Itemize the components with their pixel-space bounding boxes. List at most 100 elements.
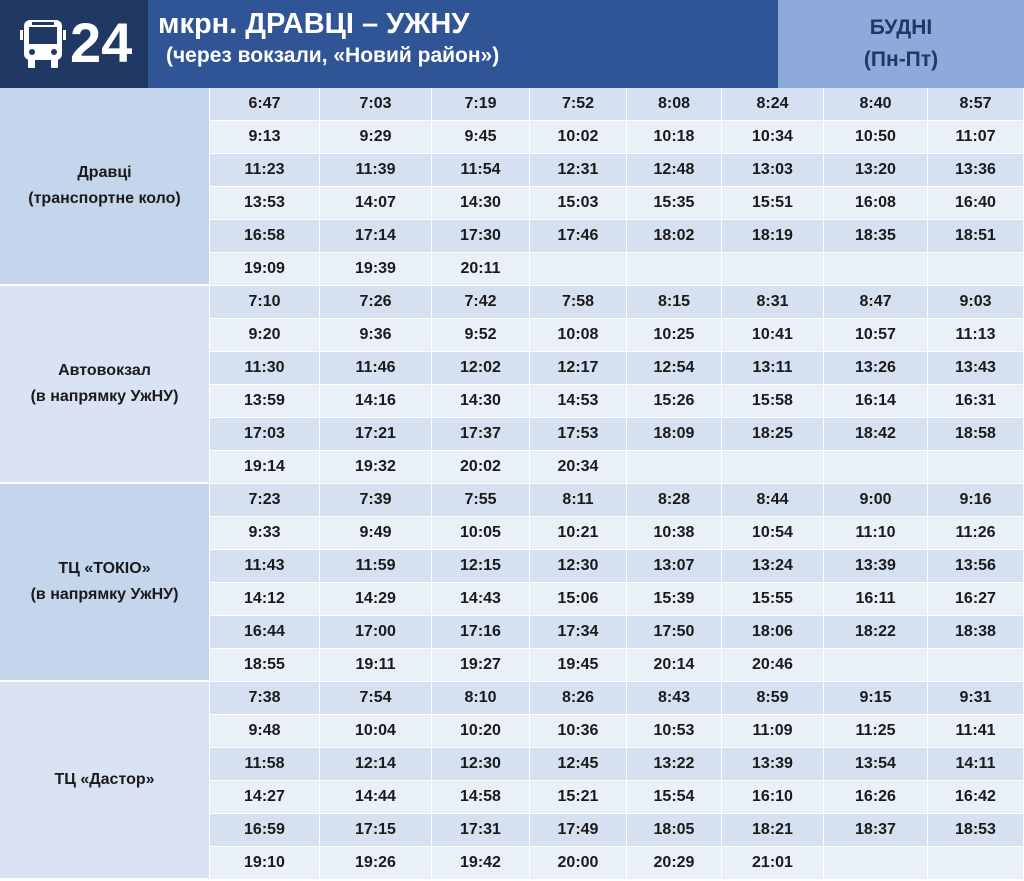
time-cell: 16:27: [928, 583, 1024, 616]
stop-name: ТЦ «Дастор»: [54, 771, 155, 788]
time-cell: 15:58: [722, 385, 824, 418]
time-cell: 17:49: [530, 814, 627, 847]
route-badge: 24: [0, 0, 148, 88]
time-cell: 13:39: [824, 550, 928, 583]
stop-name: ТЦ «ТОКІО»: [58, 560, 151, 577]
time-cell: 10:20: [432, 715, 530, 748]
time-cell: 11:58: [210, 748, 320, 781]
time-cell: 11:30: [210, 352, 320, 385]
time-cell: 7:58: [530, 286, 627, 319]
time-cell: 19:42: [432, 847, 530, 880]
time-cell: 12:31: [530, 154, 627, 187]
time-cell: 10:34: [722, 121, 824, 154]
time-cell: 8:47: [824, 286, 928, 319]
time-cell: 13:56: [928, 550, 1024, 583]
time-cell: 8:43: [627, 682, 722, 715]
time-cell: 12:14: [320, 748, 432, 781]
time-cell: 15:39: [627, 583, 722, 616]
time-cell: 7:26: [320, 286, 432, 319]
time-cell: 18:42: [824, 418, 928, 451]
time-cell: 16:58: [210, 220, 320, 253]
time-cell: 9:00: [824, 484, 928, 517]
time-cell: 9:52: [432, 319, 530, 352]
time-cell: 13:26: [824, 352, 928, 385]
time-cell: 12:45: [530, 748, 627, 781]
time-cell: 19:11: [320, 649, 432, 682]
empty-cell: [824, 451, 928, 484]
stop-name: (транспортне коло): [28, 190, 181, 207]
time-cell: 15:21: [530, 781, 627, 814]
time-cell: 12:17: [530, 352, 627, 385]
time-cell: 11:23: [210, 154, 320, 187]
time-cell: 18:37: [824, 814, 928, 847]
time-cell: 19:26: [320, 847, 432, 880]
time-cell: 12:30: [530, 550, 627, 583]
time-cell: 16:31: [928, 385, 1024, 418]
time-cell: 14:07: [320, 187, 432, 220]
empty-cell: [928, 649, 1024, 682]
time-cell: 14:58: [432, 781, 530, 814]
time-cell: 18:02: [627, 220, 722, 253]
bus-icon: [20, 20, 66, 68]
time-cell: 13:43: [928, 352, 1024, 385]
time-cell: 17:31: [432, 814, 530, 847]
time-cell: 11:43: [210, 550, 320, 583]
time-cell: 21:01: [722, 847, 824, 880]
time-cell: 9:31: [928, 682, 1024, 715]
time-cell: 9:49: [320, 517, 432, 550]
time-cell: 9:13: [210, 121, 320, 154]
time-cell: 13:36: [928, 154, 1024, 187]
time-cell: 19:10: [210, 847, 320, 880]
time-cell: 18:25: [722, 418, 824, 451]
time-cell: 8:15: [627, 286, 722, 319]
time-cell: 13:54: [824, 748, 928, 781]
empty-cell: [627, 451, 722, 484]
time-cell: 14:12: [210, 583, 320, 616]
time-cell: 15:26: [627, 385, 722, 418]
time-cell: 14:29: [320, 583, 432, 616]
time-cell: 18:51: [928, 220, 1024, 253]
time-cell: 7:19: [432, 88, 530, 121]
time-cell: 9:03: [928, 286, 1024, 319]
time-cell: 18:58: [928, 418, 1024, 451]
time-cell: 14:16: [320, 385, 432, 418]
time-cell: 10:21: [530, 517, 627, 550]
time-cell: 11:09: [722, 715, 824, 748]
stop-cell: Дравці (транспортне коло): [0, 88, 210, 286]
time-cell: 18:55: [210, 649, 320, 682]
time-cell: 19:45: [530, 649, 627, 682]
time-cell: 20:11: [432, 253, 530, 286]
stop-name: Дравці: [77, 164, 132, 181]
days-label: БУДНІ: [869, 16, 933, 39]
time-cell: 7:54: [320, 682, 432, 715]
time-cell: 13:22: [627, 748, 722, 781]
time-cell: 6:47: [210, 88, 320, 121]
time-cell: 7:42: [432, 286, 530, 319]
time-cell: 8:40: [824, 88, 928, 121]
time-cell: 7:39: [320, 484, 432, 517]
empty-cell: [928, 451, 1024, 484]
time-cell: 10:36: [530, 715, 627, 748]
time-cell: 20:14: [627, 649, 722, 682]
time-cell: 14:11: [928, 748, 1024, 781]
time-cell: 7:52: [530, 88, 627, 121]
time-cell: 17:16: [432, 616, 530, 649]
time-cell: 15:51: [722, 187, 824, 220]
time-cell: 8:59: [722, 682, 824, 715]
time-cell: 11:07: [928, 121, 1024, 154]
time-cell: 9:33: [210, 517, 320, 550]
empty-cell: [928, 847, 1024, 880]
time-cell: 8:11: [530, 484, 627, 517]
time-cell: 11:10: [824, 517, 928, 550]
time-cell: 12:15: [432, 550, 530, 583]
empty-cell: [824, 253, 928, 286]
route-number: 24: [70, 11, 133, 74]
time-cell: 20:29: [627, 847, 722, 880]
time-cell: 15:03: [530, 187, 627, 220]
time-cell: 11:59: [320, 550, 432, 583]
time-cell: 8:24: [722, 88, 824, 121]
time-cell: 11:39: [320, 154, 432, 187]
empty-cell: [722, 253, 824, 286]
time-cell: 14:27: [210, 781, 320, 814]
